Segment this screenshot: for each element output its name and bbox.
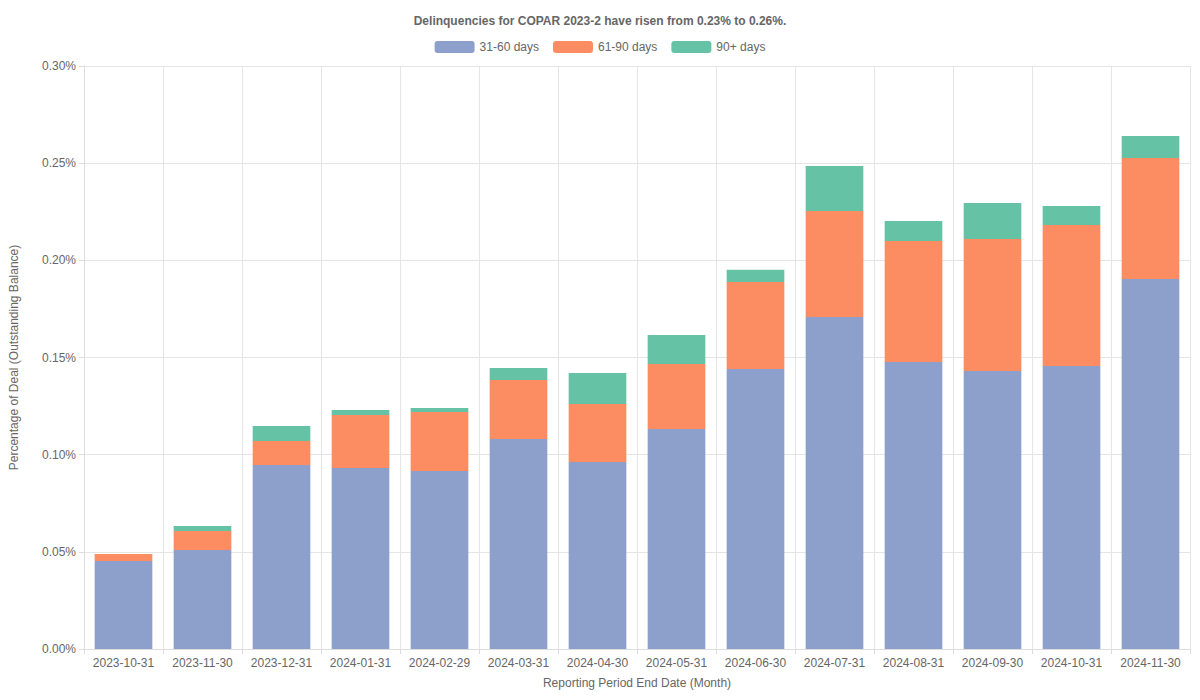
svg-text:2023-11-30: 2023-11-30	[172, 656, 233, 670]
svg-text:2024-07-31: 2024-07-31	[804, 656, 866, 670]
svg-text:90+ days: 90+ days	[716, 40, 765, 54]
svg-text:61-90 days: 61-90 days	[598, 40, 657, 54]
svg-text:2024-09-30: 2024-09-30	[962, 656, 1024, 670]
svg-text:2024-06-30: 2024-06-30	[725, 656, 787, 670]
svg-text:2024-03-31: 2024-03-31	[488, 656, 550, 670]
svg-text:2024-05-31: 2024-05-31	[646, 656, 708, 670]
svg-text:2024-11-30: 2024-11-30	[1120, 656, 1181, 670]
svg-text:0.20%: 0.20%	[42, 253, 76, 267]
svg-text:2023-10-31: 2023-10-31	[93, 656, 155, 670]
svg-text:Reporting Period End Date (Mon: Reporting Period End Date (Month)	[543, 676, 731, 690]
svg-text:2024-04-30: 2024-04-30	[567, 656, 629, 670]
svg-text:2024-01-31: 2024-01-31	[330, 656, 392, 670]
svg-text:0.15%: 0.15%	[42, 351, 76, 365]
svg-text:Delinquencies for COPAR 2023-2: Delinquencies for COPAR 2023-2 have rise…	[414, 14, 787, 28]
svg-text:0.10%: 0.10%	[42, 448, 76, 462]
svg-text:2023-12-31: 2023-12-31	[251, 656, 313, 670]
svg-text:0.30%: 0.30%	[42, 59, 76, 73]
svg-text:2024-10-31: 2024-10-31	[1041, 656, 1103, 670]
svg-text:Percentage of Deal (Outstandin: Percentage of Deal (Outstanding Balance)	[7, 245, 21, 470]
svg-text:31-60 days: 31-60 days	[480, 40, 539, 54]
svg-text:0.25%: 0.25%	[42, 156, 76, 170]
svg-text:0.05%: 0.05%	[42, 545, 76, 559]
svg-text:2024-02-29: 2024-02-29	[409, 656, 471, 670]
svg-text:0.00%: 0.00%	[42, 642, 76, 656]
svg-text:2024-08-31: 2024-08-31	[883, 656, 945, 670]
